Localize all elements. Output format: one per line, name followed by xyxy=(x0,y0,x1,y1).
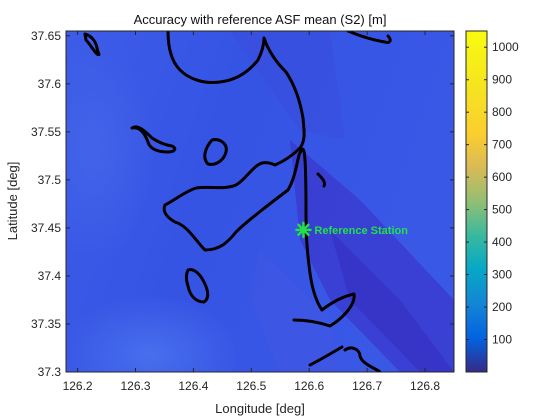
coastline-southern-bank xyxy=(343,346,382,372)
colorbar-axis: 100 200 300 400 500 600 700 800 900 1000 xyxy=(466,40,519,347)
coastline-north-islet xyxy=(83,32,101,57)
y-tick-label: 37.65 xyxy=(31,29,61,43)
colorbar xyxy=(465,30,488,373)
colorbar-tick-label: 800 xyxy=(492,105,512,119)
colorbar-tick-label: 100 xyxy=(492,333,512,347)
coastline-southern-shore xyxy=(308,345,344,367)
colorbar-tick-label: 400 xyxy=(492,235,512,249)
colorbar-tick-label: 900 xyxy=(492,73,512,87)
coastline-small-island xyxy=(203,138,228,166)
station-marker-stroke xyxy=(297,223,310,237)
heatmap-field xyxy=(66,31,454,372)
coastline-river-bend xyxy=(316,172,326,188)
colorbar-tick-label: 200 xyxy=(492,300,512,314)
y-tick-label: 37.3 xyxy=(38,365,62,379)
x-axis: 126.2 126.3 126.4 126.5 126.6 126.7 126.8 xyxy=(63,31,440,393)
x-tick-label: 126.8 xyxy=(410,379,440,393)
y-axis: 37.3 37.35 37.4 37.45 37.5 37.55 37.6 37.65 xyxy=(31,29,454,379)
coastline-northeast-islet xyxy=(346,31,392,44)
x-tick-label: 126.2 xyxy=(63,379,93,393)
y-axis-label: Latitude [deg] xyxy=(5,162,20,241)
x-tick-label: 126.3 xyxy=(120,379,150,393)
coastline-south-islet xyxy=(185,268,210,304)
coastline-west-islet xyxy=(130,125,177,154)
plot-area-frame xyxy=(65,30,455,373)
colorbar-tick-label: 300 xyxy=(492,268,512,282)
colorbar-tick-label: 700 xyxy=(492,138,512,152)
y-tick-label: 37.5 xyxy=(38,173,62,187)
reference-station-label: Reference Station xyxy=(314,225,408,237)
reference-station-marker xyxy=(295,221,312,239)
coastlines xyxy=(83,31,392,372)
y-tick-label: 37.45 xyxy=(31,221,61,235)
x-tick-label: 126.6 xyxy=(294,379,324,393)
colorbar-tick-label: 500 xyxy=(492,203,512,217)
chart-title: Accuracy with reference ASF mean (S2) [m… xyxy=(134,12,387,27)
y-tick-label: 37.35 xyxy=(31,317,61,331)
x-tick-label: 126.5 xyxy=(236,379,266,393)
colorbar-tick-label: 600 xyxy=(492,170,512,184)
x-tick-label: 126.4 xyxy=(178,379,208,393)
y-tick-label: 37.6 xyxy=(38,77,62,91)
coastline-main-island xyxy=(162,31,356,328)
colorbar-tick-label: 1000 xyxy=(492,40,519,54)
x-tick-label: 126.7 xyxy=(352,379,382,393)
y-tick-label: 37.55 xyxy=(31,125,61,139)
y-tick-label: 37.4 xyxy=(38,269,62,283)
x-axis-label: Longitude [deg] xyxy=(215,401,305,416)
